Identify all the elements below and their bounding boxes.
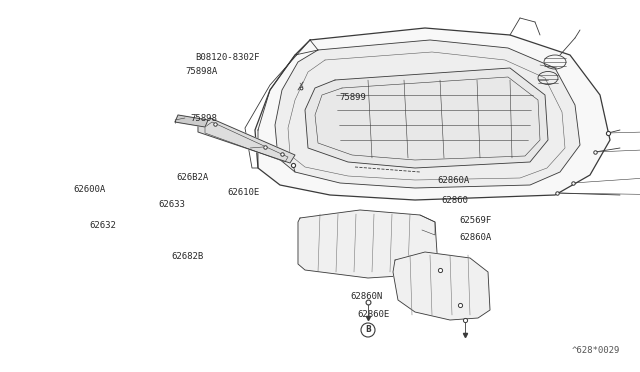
Text: B: B: [365, 326, 371, 334]
Text: 75899: 75899: [339, 93, 366, 102]
Text: 62860N: 62860N: [351, 292, 383, 301]
Polygon shape: [175, 115, 208, 127]
Text: 626B2A: 626B2A: [176, 173, 208, 182]
Text: ^628*0029: ^628*0029: [572, 346, 620, 355]
Text: 62633: 62633: [159, 200, 186, 209]
Text: 62632: 62632: [90, 221, 116, 230]
Text: 62860: 62860: [442, 196, 468, 205]
Polygon shape: [393, 252, 490, 320]
Text: 75898A: 75898A: [186, 67, 218, 76]
Polygon shape: [255, 28, 610, 200]
Text: 62600A: 62600A: [74, 185, 106, 194]
Text: B08120-8302F: B08120-8302F: [195, 53, 260, 62]
Polygon shape: [275, 40, 580, 188]
Text: 62860A: 62860A: [460, 233, 492, 242]
Circle shape: [361, 323, 375, 337]
Polygon shape: [305, 68, 548, 168]
Polygon shape: [198, 118, 295, 163]
Text: 62682B: 62682B: [172, 252, 204, 261]
Text: 62860E: 62860E: [357, 310, 389, 319]
Text: 62610E: 62610E: [227, 188, 259, 197]
Text: 62569F: 62569F: [460, 216, 492, 225]
Text: 75898: 75898: [191, 114, 218, 123]
Text: 62860A: 62860A: [437, 176, 469, 185]
Polygon shape: [298, 210, 438, 278]
